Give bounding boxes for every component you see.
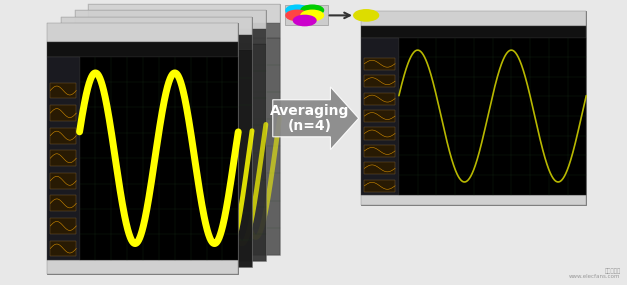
FancyBboxPatch shape xyxy=(92,234,118,251)
Circle shape xyxy=(354,10,379,21)
FancyBboxPatch shape xyxy=(50,173,76,189)
FancyBboxPatch shape xyxy=(64,199,90,215)
FancyBboxPatch shape xyxy=(361,26,586,38)
FancyBboxPatch shape xyxy=(92,114,118,131)
FancyBboxPatch shape xyxy=(92,186,118,203)
FancyBboxPatch shape xyxy=(64,247,90,264)
FancyBboxPatch shape xyxy=(50,150,76,166)
FancyBboxPatch shape xyxy=(47,57,80,260)
FancyBboxPatch shape xyxy=(364,162,395,174)
FancyBboxPatch shape xyxy=(78,192,104,209)
FancyBboxPatch shape xyxy=(75,10,266,261)
FancyBboxPatch shape xyxy=(93,50,252,267)
FancyBboxPatch shape xyxy=(88,4,280,23)
FancyBboxPatch shape xyxy=(364,145,395,157)
FancyBboxPatch shape xyxy=(64,78,90,95)
Circle shape xyxy=(301,5,324,15)
FancyBboxPatch shape xyxy=(121,38,280,255)
FancyBboxPatch shape xyxy=(47,23,238,274)
FancyBboxPatch shape xyxy=(361,38,399,195)
FancyBboxPatch shape xyxy=(88,4,280,255)
FancyBboxPatch shape xyxy=(75,10,266,29)
FancyBboxPatch shape xyxy=(78,72,104,89)
FancyBboxPatch shape xyxy=(50,105,76,121)
FancyBboxPatch shape xyxy=(64,174,90,192)
Circle shape xyxy=(286,5,308,15)
FancyBboxPatch shape xyxy=(78,144,104,161)
FancyBboxPatch shape xyxy=(361,11,586,205)
Circle shape xyxy=(301,10,324,21)
FancyBboxPatch shape xyxy=(75,29,266,44)
FancyBboxPatch shape xyxy=(75,44,107,261)
FancyBboxPatch shape xyxy=(364,75,395,87)
FancyBboxPatch shape xyxy=(47,260,238,274)
FancyBboxPatch shape xyxy=(364,58,395,70)
FancyBboxPatch shape xyxy=(78,168,104,185)
FancyBboxPatch shape xyxy=(50,241,76,256)
Text: (n=4): (n=4) xyxy=(287,119,332,133)
FancyBboxPatch shape xyxy=(61,50,93,267)
Text: 电子发烧友
www.elecfans.com: 电子发烧友 www.elecfans.com xyxy=(569,268,621,279)
FancyBboxPatch shape xyxy=(64,102,90,119)
FancyBboxPatch shape xyxy=(80,57,238,260)
FancyBboxPatch shape xyxy=(285,5,328,25)
Circle shape xyxy=(293,15,316,26)
FancyBboxPatch shape xyxy=(50,128,76,144)
Polygon shape xyxy=(273,87,359,150)
FancyBboxPatch shape xyxy=(92,210,118,227)
FancyBboxPatch shape xyxy=(61,35,252,50)
FancyBboxPatch shape xyxy=(88,23,280,38)
FancyBboxPatch shape xyxy=(361,195,586,205)
FancyBboxPatch shape xyxy=(78,241,104,257)
FancyBboxPatch shape xyxy=(61,17,252,35)
Circle shape xyxy=(286,10,308,21)
FancyBboxPatch shape xyxy=(47,23,238,42)
FancyBboxPatch shape xyxy=(78,96,104,113)
FancyBboxPatch shape xyxy=(78,217,104,233)
FancyBboxPatch shape xyxy=(364,110,395,122)
FancyBboxPatch shape xyxy=(88,38,121,255)
FancyBboxPatch shape xyxy=(50,196,76,211)
FancyBboxPatch shape xyxy=(361,11,586,26)
FancyBboxPatch shape xyxy=(50,218,76,234)
FancyBboxPatch shape xyxy=(92,66,118,82)
FancyBboxPatch shape xyxy=(399,38,586,195)
FancyBboxPatch shape xyxy=(364,127,395,140)
FancyBboxPatch shape xyxy=(50,83,76,98)
FancyBboxPatch shape xyxy=(92,138,118,155)
FancyBboxPatch shape xyxy=(364,180,395,192)
FancyBboxPatch shape xyxy=(64,150,90,167)
FancyBboxPatch shape xyxy=(47,42,238,57)
FancyBboxPatch shape xyxy=(107,44,266,261)
FancyBboxPatch shape xyxy=(64,126,90,143)
FancyBboxPatch shape xyxy=(364,93,395,105)
FancyBboxPatch shape xyxy=(61,17,252,267)
FancyBboxPatch shape xyxy=(92,162,118,179)
Text: Averaging: Averaging xyxy=(270,104,349,118)
FancyBboxPatch shape xyxy=(78,120,104,137)
FancyBboxPatch shape xyxy=(92,90,118,107)
FancyBboxPatch shape xyxy=(64,223,90,240)
